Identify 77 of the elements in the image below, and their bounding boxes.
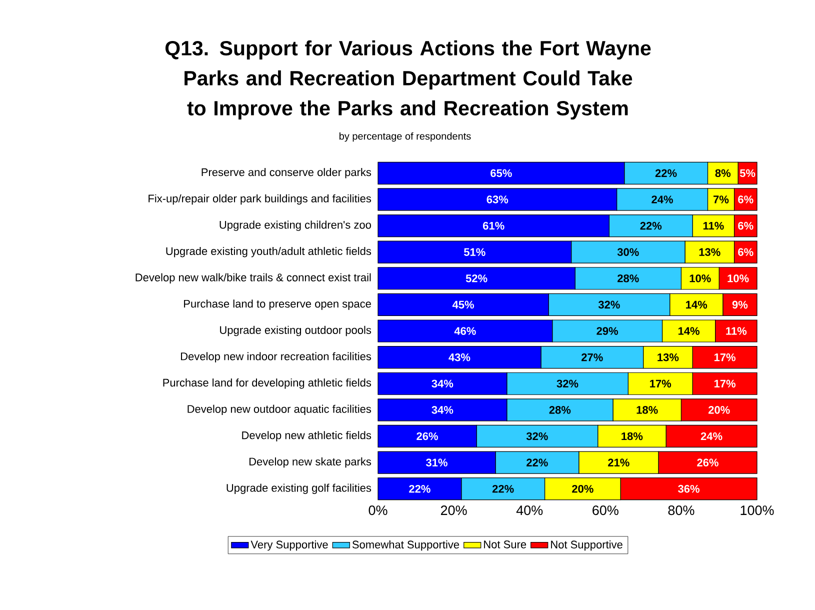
data-label: 45% (452, 300, 474, 309)
y-tick-label: Purchase land for developing athletic fields (163, 378, 372, 389)
chart-subtitle: by percentage of respondents (339, 132, 471, 142)
y-tick-label: Upgrade existing youth/adult athletic fields (166, 246, 372, 258)
data-label: 7% (714, 196, 729, 204)
data-label: 17% (650, 380, 672, 388)
data-label: 6% (738, 248, 754, 256)
data-label: 22% (492, 484, 514, 493)
x-tick-label: 60% (592, 506, 618, 516)
data-label: 10% (728, 274, 749, 282)
data-label: 14% (678, 327, 700, 335)
data-label: 22% (655, 169, 677, 178)
x-tick-label: 40% (516, 506, 543, 516)
data-label: 6% (738, 222, 754, 230)
data-label: 21% (608, 458, 630, 466)
data-label: 9% (732, 300, 748, 309)
data-label: 27% (582, 353, 603, 362)
x-tick-label: 80% (668, 506, 694, 516)
data-label: 34% (432, 380, 454, 388)
data-label: 24% (652, 196, 673, 204)
data-label: 65% (490, 169, 512, 178)
data-label: 61% (483, 222, 504, 230)
data-label: 26% (416, 432, 438, 440)
data-label: 13% (658, 353, 679, 362)
data-label: 46% (454, 327, 476, 335)
data-label: 22% (526, 458, 548, 466)
data-label: 17% (714, 353, 736, 362)
data-label: 13% (699, 248, 720, 256)
data-label: 24% (700, 432, 722, 440)
data-label: 30% (617, 248, 639, 256)
y-tick-label: Fix-up/repair older park buildings and facilities (148, 194, 372, 205)
x-tick-label: 0% (368, 506, 388, 516)
data-label: 18% (636, 406, 658, 414)
data-label: 22% (409, 484, 430, 493)
data-label: 8% (715, 169, 731, 178)
data-label: 51% (464, 248, 486, 256)
x-tick-label: 100% (740, 506, 774, 516)
data-label: 29% (596, 327, 618, 335)
data-label: 43% (448, 353, 470, 362)
chart-title: Q13. Support for Various Actions the Fort Wayne Parks and Recreation Department Could Take to Improve the Parks and Recreation System (165, 40, 651, 120)
data-label: 20% (708, 406, 730, 414)
data-label: 28% (618, 274, 639, 282)
data-label: 28% (549, 406, 571, 414)
data-label: 18% (622, 432, 643, 440)
data-label: 17% (714, 380, 736, 388)
data-label: 5% (740, 169, 756, 178)
data-label: 11% (703, 222, 724, 230)
y-tick-label: Upgrade existing golf facilities (226, 484, 372, 494)
legend-label: Not Sure (484, 540, 526, 548)
data-label: 6% (738, 196, 754, 204)
legend-label: Very Supportive (250, 540, 328, 551)
data-label: 14% (686, 300, 708, 309)
data-label: 11% (726, 327, 747, 335)
data-label: 32% (598, 300, 620, 309)
data-label: 20% (572, 484, 594, 493)
legend-label: Not Supportive (551, 540, 622, 551)
y-tick-label: Develop new skate parks (249, 457, 372, 468)
y-tick-label: Preserve and conserve older parks (202, 168, 372, 178)
data-label: 63% (486, 196, 508, 204)
data-label: 32% (556, 380, 578, 388)
data-label: 10% (690, 274, 711, 282)
data-label: 52% (466, 274, 488, 282)
data-label: 22% (640, 222, 662, 230)
y-tick-label: Develop new outdoor aquatic facilities (188, 404, 372, 416)
data-label: 32% (526, 432, 548, 440)
y-tick-label: Develop new athletic fields (242, 431, 372, 442)
legend-label: Somewhat Supportive (352, 540, 460, 551)
y-tick-label: Develop new walk/bike trails & connect exist trail (136, 273, 371, 284)
data-label: 31% (426, 458, 448, 466)
y-tick-label: Purchase land to preserve open space (184, 300, 371, 310)
data-label: 26% (697, 458, 718, 466)
y-tick-label: Upgrade existing outdoor pools (220, 326, 372, 336)
y-tick-label: Develop new indoor recreation facilities (181, 352, 372, 362)
x-tick-label: 20% (440, 506, 467, 516)
y-tick-label: Upgrade existing children's zoo (220, 220, 371, 231)
data-label: 34% (432, 406, 454, 414)
data-label: 36% (678, 484, 700, 493)
